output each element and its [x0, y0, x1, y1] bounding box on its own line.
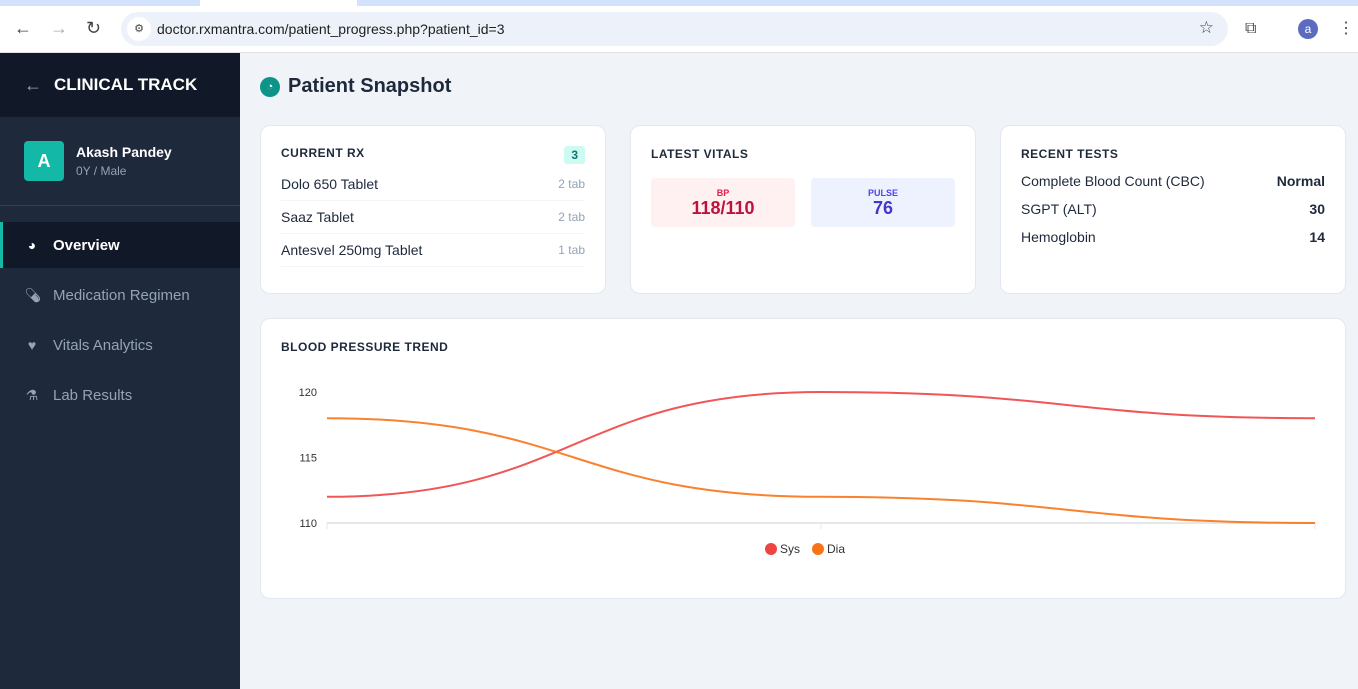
test-name: Complete Blood Count (CBC) — [1021, 173, 1205, 189]
browser-toolbar: ← → ↻ ⚙ doctor.rxmantra.com/patient_prog… — [0, 6, 1358, 53]
reload-icon[interactable]: ↻ — [86, 18, 102, 38]
bp-label: BP — [716, 188, 730, 198]
legend-marker-dia — [812, 543, 824, 555]
test-name: Hemoglobin — [1021, 229, 1096, 245]
extensions-icon[interactable]: ⧉ — [1245, 20, 1257, 37]
test-value: 30 — [1309, 201, 1325, 217]
y-tick-label: 120 — [299, 387, 317, 399]
patient-name: Akash Pandey — [76, 144, 172, 160]
y-tick-label: 110 — [299, 518, 317, 530]
site-settings-icon[interactable]: ⚙ — [127, 17, 151, 41]
rx-name: Dolo 650 Tablet — [281, 176, 379, 192]
flask-icon: ⚗ — [25, 386, 39, 403]
kebab-menu-icon[interactable]: ⋮ — [1338, 20, 1354, 37]
recent-tests-card: RECENT TESTS Complete Blood Count (CBC) N… — [1000, 125, 1346, 294]
back-icon[interactable]: ← — [14, 18, 32, 38]
test-row: Hemoglobin 14 — [1021, 223, 1325, 251]
rx-item: Saaz Tablet 2 tab — [281, 201, 585, 234]
sidebar-item-label: Medication Regimen — [53, 286, 190, 304]
test-value: 14 — [1309, 229, 1325, 245]
rx-name: Antesvel 250mg Tablet — [281, 242, 423, 258]
bp-box: BP 118/110 — [651, 178, 795, 227]
pie-chart-icon: ◕ — [27, 237, 37, 253]
sidebar-item-overview[interactable]: ◕ Overview — [0, 222, 240, 268]
bp-trend-chart: 110 115 120 Sys Dia — [299, 387, 1316, 556]
sidebar-item-label: Overview — [53, 236, 120, 254]
gauge-icon: ◔ — [260, 76, 280, 97]
sidebar-item-vitals-analytics[interactable]: ♥ Vitals Analytics — [0, 322, 240, 368]
forward-icon[interactable]: → — [50, 18, 68, 38]
test-row: SGPT (ALT) 30 — [1021, 195, 1325, 223]
tab-strip — [0, 0, 1358, 6]
sidebar: ← CLINICAL TRACK A Akash Pandey 0Y / Mal… — [0, 53, 240, 689]
pills-icon: 💊︎ — [24, 286, 42, 303]
rx-name: Saaz Tablet — [281, 209, 354, 225]
browser-tab[interactable] — [200, 0, 357, 6]
test-value: Normal — [1276, 173, 1325, 189]
test-row: Complete Blood Count (CBC) Normal — [1021, 167, 1325, 195]
card-title: RECENT TESTS — [1021, 147, 1119, 161]
sidebar-item-label: Lab Results — [53, 386, 133, 404]
avatar: A — [24, 141, 64, 181]
rx-item: Antesvel 250mg Tablet 1 tab — [281, 234, 585, 267]
heart-pulse-icon: ♥ — [27, 337, 37, 353]
legend-label-dia: Dia — [827, 542, 845, 556]
bp-trend-card: BLOOD PRESSURE TREND 110 115 120 Sys Dia — [260, 318, 1346, 599]
legend-label-sys: Sys — [780, 542, 800, 556]
card-title: LATEST VITALS — [651, 147, 749, 161]
legend-marker-sys — [765, 543, 777, 555]
rx-qty: 2 tab — [558, 210, 585, 224]
sidebar-item-label: Vitals Analytics — [53, 336, 153, 354]
series-line-sys — [326, 390, 1316, 498]
page-title: ◔ Patient Snapshot — [260, 75, 451, 98]
app-title: CLINICAL TRACK — [54, 75, 198, 94]
back-arrow-icon[interactable]: ← — [24, 74, 42, 95]
page-title-text: Patient Snapshot — [288, 75, 452, 97]
address-bar[interactable]: ⚙ doctor.rxmantra.com/patient_progress.p… — [121, 12, 1228, 46]
rx-item: Dolo 650 Tablet 2 tab — [281, 168, 585, 201]
test-name: SGPT (ALT) — [1021, 201, 1097, 217]
pulse-value: 76 — [872, 198, 894, 218]
bp-value: 118/110 — [691, 198, 755, 218]
pulse-label: PULSE — [867, 188, 898, 198]
patient-profile: A Akash Pandey 0Y / Male — [0, 117, 240, 206]
card-title: CURRENT RX — [281, 146, 365, 160]
chart-title: BLOOD PRESSURE TREND — [281, 340, 449, 354]
series-line-dia — [326, 417, 1316, 524]
bookmark-star-icon[interactable]: ☆ — [1198, 18, 1214, 37]
latest-vitals-card: LATEST VITALS BP 118/110 PULSE 76 — [630, 125, 976, 294]
rx-qty: 1 tab — [558, 243, 585, 257]
profile-avatar[interactable]: a — [1298, 19, 1318, 39]
sidebar-item-lab-results[interactable]: ⚗ Lab Results — [0, 372, 240, 418]
rx-qty: 2 tab — [558, 177, 585, 191]
pulse-box: PULSE 76 — [811, 178, 955, 227]
y-tick-label: 115 — [299, 453, 317, 465]
patient-meta: 0Y / Male — [76, 164, 127, 178]
url-text[interactable]: doctor.rxmantra.com/patient_progress.php… — [157, 21, 505, 37]
current-rx-card: CURRENT RX 3 Dolo 650 Tablet 2 tab Saaz Ta… — [260, 125, 606, 294]
rx-count-badge: 3 — [564, 146, 585, 164]
sidebar-header: ← CLINICAL TRACK — [0, 53, 240, 117]
sidebar-item-medication-regimen[interactable]: 💊︎ Medication Regimen — [0, 272, 240, 318]
